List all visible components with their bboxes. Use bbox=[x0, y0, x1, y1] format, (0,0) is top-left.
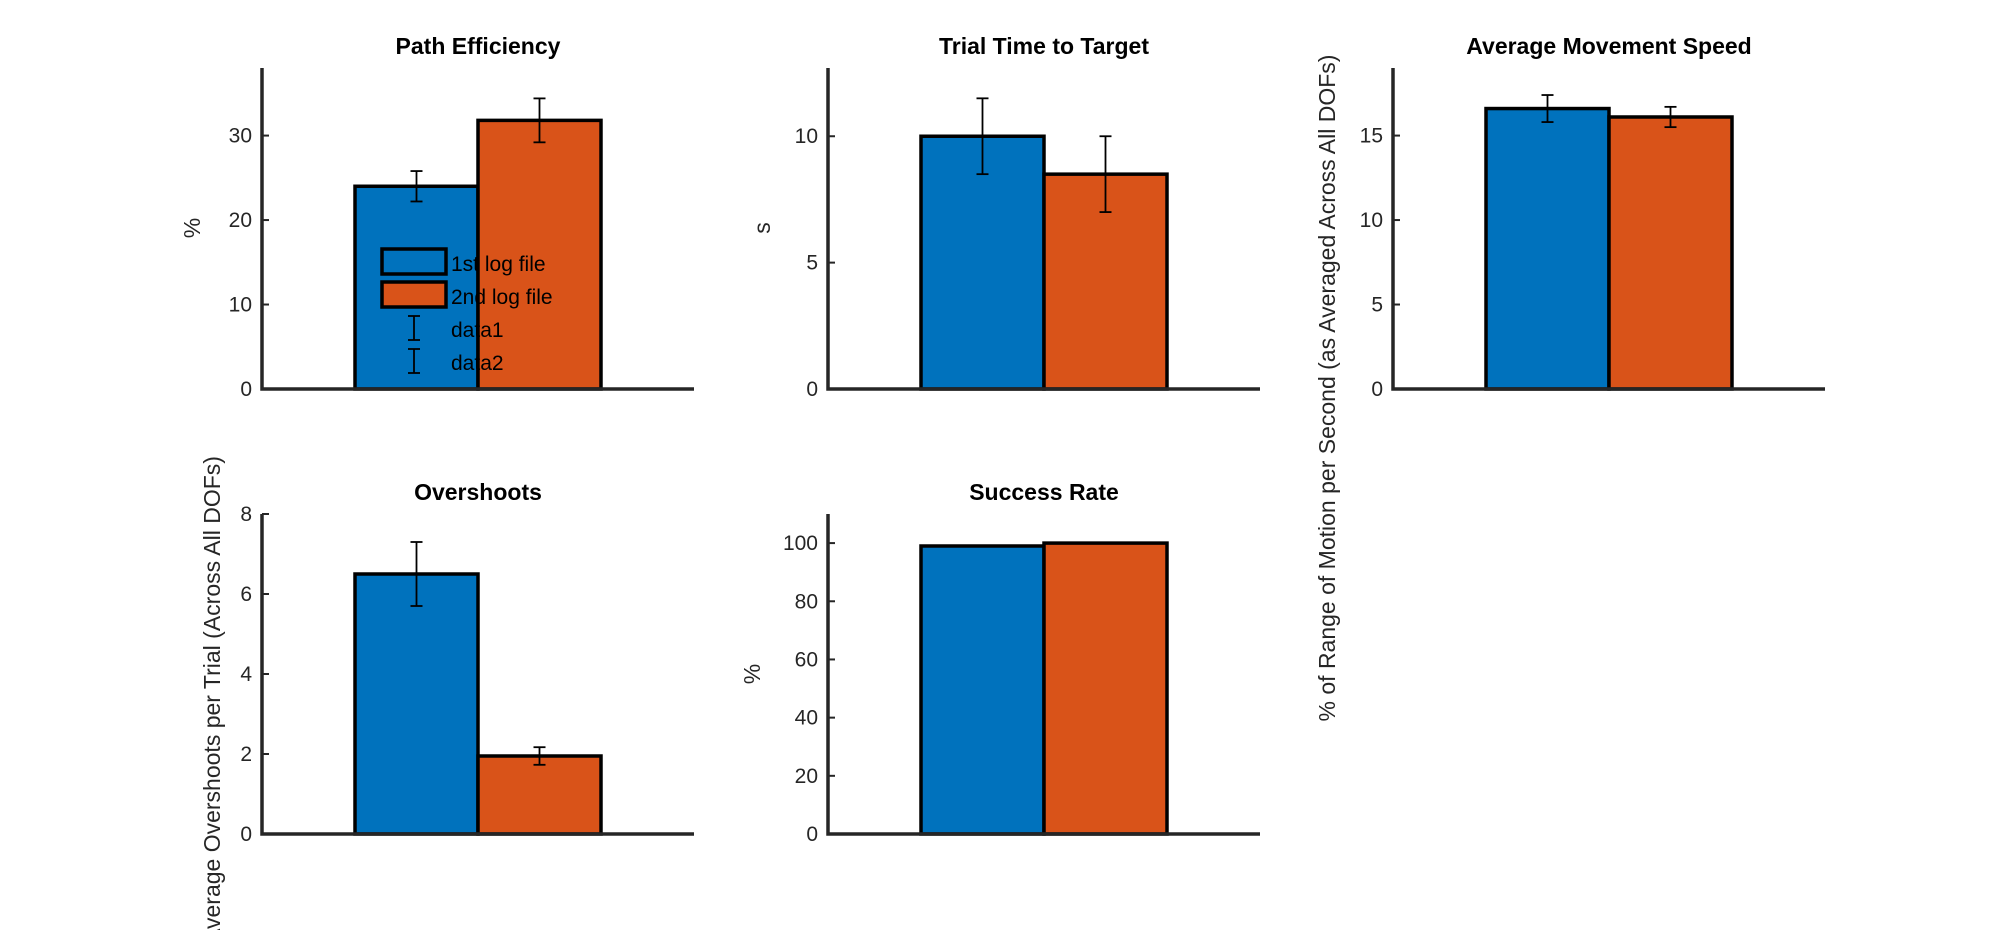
chart-title: Average Movement Speed bbox=[1466, 33, 1751, 59]
y-tick-label: 10 bbox=[229, 294, 252, 317]
panel-path-efficiency: Path Efficiency % 0 10 20 30 bbox=[179, 33, 694, 401]
y-tick-label: 0 bbox=[806, 378, 818, 401]
y-axis-label: % bbox=[739, 664, 765, 684]
bar bbox=[353, 572, 480, 836]
y-tick-label: 100 bbox=[783, 532, 818, 555]
bars bbox=[919, 134, 1169, 391]
bars bbox=[919, 541, 1169, 836]
y-tick-label: 30 bbox=[229, 125, 252, 148]
error-bars bbox=[1541, 94, 1677, 129]
y-axis-label: % of Range of Motion per Second (as Aver… bbox=[1314, 55, 1340, 722]
y-tick-label: 6 bbox=[240, 583, 252, 606]
chart-title: Success Rate bbox=[969, 479, 1119, 505]
axes bbox=[260, 514, 694, 836]
y-tick-label: 40 bbox=[795, 707, 818, 730]
error-bars bbox=[410, 541, 546, 766]
axes bbox=[260, 68, 694, 391]
axes bbox=[1391, 68, 1825, 391]
y-tick-label: 15 bbox=[1360, 125, 1383, 148]
bar bbox=[919, 544, 1046, 836]
y-tick-label: 0 bbox=[806, 823, 818, 846]
legend-errorbar-icon bbox=[408, 315, 420, 341]
panel-trial-time-to-target: Trial Time to Target s 0 5 10 bbox=[749, 33, 1260, 401]
chart-title: Overshoots bbox=[414, 479, 542, 505]
bar bbox=[919, 134, 1046, 391]
axes bbox=[826, 514, 1260, 836]
y-tick-label: 4 bbox=[240, 663, 252, 686]
y-tick-label: 5 bbox=[1371, 294, 1383, 317]
bar bbox=[1484, 106, 1611, 391]
y-axis-label: Average Overshoots per Trial (Across All… bbox=[199, 456, 225, 930]
y-tick-label: 80 bbox=[795, 590, 818, 613]
bar bbox=[476, 754, 603, 836]
legend-label: data2 bbox=[451, 352, 504, 375]
chart-title: Trial Time to Target bbox=[939, 33, 1149, 59]
y-axis-label: s bbox=[749, 222, 775, 234]
bars bbox=[353, 572, 603, 836]
y-tick-label: 8 bbox=[240, 503, 252, 526]
y-tick-label: 0 bbox=[1371, 378, 1383, 401]
y-axis-ticks: 0 10 20 30 bbox=[229, 125, 269, 401]
bar bbox=[1607, 115, 1734, 391]
bar bbox=[1042, 541, 1169, 836]
y-tick-label: 0 bbox=[240, 378, 252, 401]
y-tick-label: 10 bbox=[1360, 209, 1383, 232]
y-tick-label: 0 bbox=[240, 823, 252, 846]
error-bars bbox=[976, 97, 1112, 213]
y-tick-label: 60 bbox=[795, 648, 818, 671]
y-tick-label: 20 bbox=[795, 765, 818, 788]
chart-title: Path Efficiency bbox=[396, 33, 561, 59]
legend: 1st log file 2nd log file data1 data2 bbox=[380, 247, 553, 375]
panel-average-movement-speed: Average Movement Speed % of Range of Mot… bbox=[1314, 33, 1825, 721]
error-bars bbox=[410, 97, 546, 203]
y-tick-label: 10 bbox=[795, 125, 818, 148]
legend-label: 1st log file bbox=[451, 253, 546, 276]
y-axis-label: % bbox=[179, 218, 205, 238]
y-tick-label: 2 bbox=[240, 743, 252, 766]
panel-overshoots: Overshoots Average Overshoots per Trial … bbox=[199, 456, 694, 930]
y-tick-label: 5 bbox=[806, 252, 818, 275]
legend-label: data1 bbox=[451, 319, 504, 342]
legend-label: 2nd log file bbox=[451, 286, 553, 309]
y-tick-label: 20 bbox=[229, 209, 252, 232]
y-axis-ticks: 0 2 4 6 8 bbox=[240, 503, 269, 846]
legend-swatch-2nd-log-file bbox=[380, 280, 448, 309]
legend-errorbar-icon bbox=[408, 348, 420, 374]
bars bbox=[1484, 106, 1734, 391]
axes bbox=[826, 68, 1260, 391]
panel-success-rate: Success Rate % 0 20 40 60 80 100 bbox=[739, 479, 1260, 846]
legend-swatch-1st-log-file bbox=[380, 247, 448, 276]
